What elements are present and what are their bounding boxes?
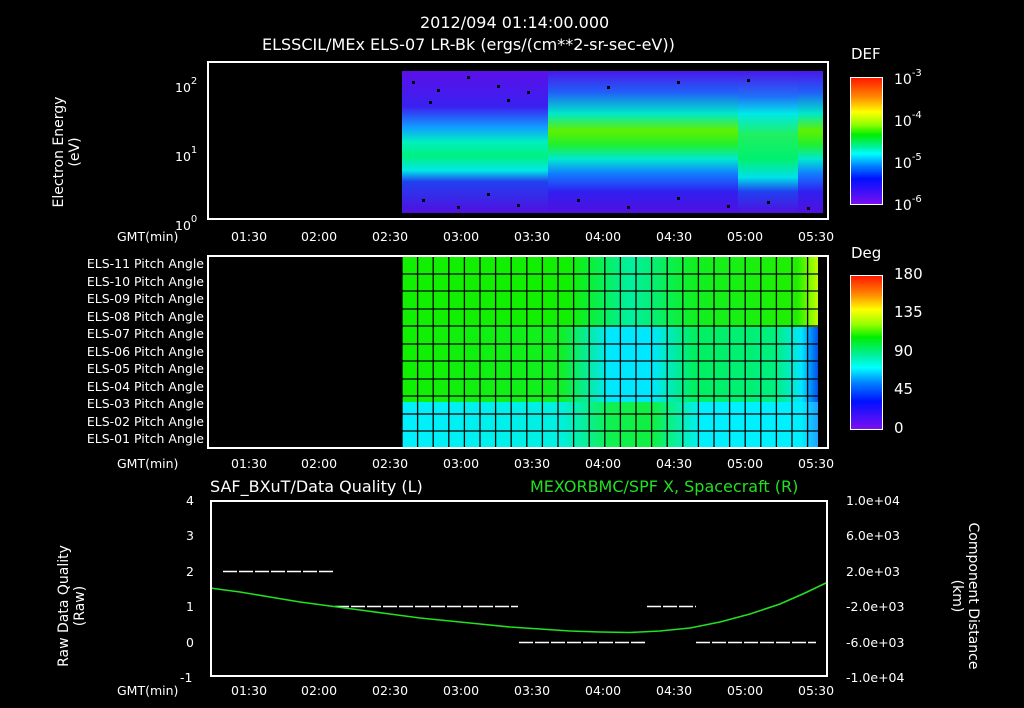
def-tick: 10-3 [894, 68, 922, 88]
data-quality-axis-label: Raw Data Quality (Raw) [56, 545, 88, 667]
xtick-label: 03:00 [443, 229, 480, 244]
row-label: ELS-07 Pitch Angle [86, 326, 204, 341]
xtick-label: 02:30 [372, 456, 409, 471]
line-plot-panel [209, 500, 829, 677]
spectrogram-frame [207, 61, 829, 220]
def-tick: 10-4 [894, 110, 922, 130]
xtick-label: 05:00 [727, 683, 764, 698]
energy-spectrogram [207, 61, 829, 220]
ytick-1e1: 101 [175, 145, 198, 164]
deg-tick: 45 [894, 380, 914, 398]
spacecraft-x-title: MEXORBMC/SPF X, Spacecraft (R) [530, 477, 799, 496]
xtick-label: 02:00 [301, 229, 338, 244]
xtick-label: 04:00 [585, 683, 622, 698]
ytick-right: -1.0e+04 [846, 670, 905, 685]
xtick-label: 03:30 [514, 683, 551, 698]
deg-colorbar-title: Deg [851, 244, 882, 262]
energy-axis-label: Electron Energy (eV) [51, 96, 83, 208]
xtick-label: 02:30 [372, 683, 409, 698]
pitch-angle-panel [207, 255, 829, 449]
ytick-right: -2.0e+03 [846, 599, 905, 614]
xtick-label: 04:00 [585, 456, 622, 471]
xtick-label: 05:30 [798, 229, 835, 244]
xtick-label: 03:00 [443, 456, 480, 471]
deg-tick: 0 [894, 419, 904, 437]
xtick-label: 04:00 [585, 229, 622, 244]
xtick-label: 02:00 [301, 683, 338, 698]
row-label: ELS-11 Pitch Angle [86, 256, 204, 271]
xaxis-label-3: GMT(min) [117, 683, 179, 698]
xtick-label: 01:30 [231, 683, 268, 698]
spectrogram-canvas [402, 71, 823, 213]
row-label: ELS-10 Pitch Angle [86, 273, 204, 289]
row-label: ELS-09 Pitch Angle [86, 291, 204, 306]
spacecraft-x-series [209, 581, 829, 634]
def-tick: 10-6 [894, 194, 922, 214]
ytick-left: 3 [186, 528, 194, 543]
ytick-1e2: 102 [175, 76, 198, 95]
xtick-label: 05:00 [727, 456, 764, 471]
instrument-title: ELSSCIL/MEx ELS-07 LR-Bk (ergs/(cm**2-sr… [262, 35, 675, 54]
ytick-right: 6.0e+03 [846, 528, 900, 543]
deg-tick: 180 [894, 265, 923, 283]
line-plot-frame [210, 500, 828, 677]
xtick-label: 05:30 [798, 456, 835, 471]
ytick-right: 1.0e+04 [846, 493, 900, 508]
pitch-grid [402, 273, 818, 432]
ytick-left: 0 [186, 635, 194, 650]
deg-colorbar [850, 275, 883, 430]
ytick-left: 1 [186, 599, 194, 614]
data-quality-series [223, 570, 816, 644]
xtick-label: 03:30 [514, 456, 551, 471]
row-label: ELS-06 Pitch Angle [86, 343, 204, 359]
line-plot-canvas [209, 570, 829, 644]
ytick-right: -6.0e+03 [846, 635, 905, 650]
row-label: ELS-03 Pitch Angle [86, 396, 204, 411]
ytick-right: 2.0e+03 [846, 564, 900, 579]
xtick-label: 04:30 [656, 229, 693, 244]
def-colorbar-title: DEF [851, 45, 881, 63]
deg-tick: 135 [894, 303, 923, 321]
ytick-left: 4 [186, 493, 194, 508]
ytick-1e0: 100 [175, 214, 198, 233]
xaxis-label-1: GMT(min) [117, 229, 179, 244]
component-distance-axis-label: Component Distance (km) [949, 522, 981, 670]
row-label: ELS-08 Pitch Angle [86, 308, 204, 324]
row-label: ELS-01 Pitch Angle [86, 431, 204, 446]
xtick-label: 04:30 [656, 683, 693, 698]
xtick-label: 03:00 [443, 683, 480, 698]
xtick-label: 01:30 [231, 456, 268, 471]
xtick-label: 04:30 [656, 456, 693, 471]
row-label: ELS-04 Pitch Angle [86, 378, 204, 394]
data-quality-title: SAF_BXuT/Data Quality (L) [210, 477, 423, 496]
pitch-angle-canvas [401, 257, 818, 447]
ytick-left: -1 [180, 670, 193, 685]
def-colorbar [850, 77, 883, 205]
xtick-label: 02:00 [301, 456, 338, 471]
pitch-angle-frame [207, 255, 829, 449]
plot-timestamp: 2012/094 01:14:00.000 [420, 13, 610, 32]
deg-tick: 90 [894, 342, 914, 360]
xtick-label: 05:00 [727, 229, 764, 244]
xaxis-label-2: GMT(min) [117, 456, 179, 471]
def-tick: 10-5 [894, 152, 922, 172]
xtick-label: 02:30 [372, 229, 409, 244]
xtick-label: 05:30 [798, 683, 835, 698]
row-label: ELS-05 Pitch Angle [86, 361, 204, 376]
ytick-left: 2 [186, 564, 194, 579]
row-label: ELS-02 Pitch Angle [86, 413, 204, 429]
xtick-label: 03:30 [514, 229, 551, 244]
xtick-label: 01:30 [231, 229, 268, 244]
